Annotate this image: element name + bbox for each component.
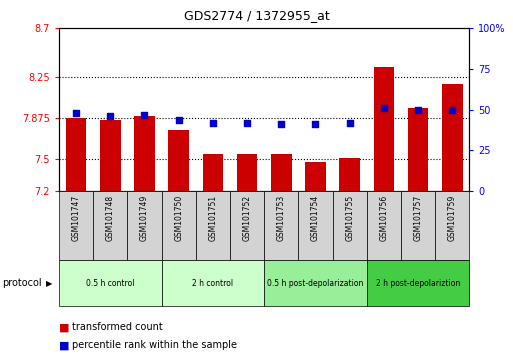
Text: 0.5 h post-depolarization: 0.5 h post-depolarization — [267, 279, 364, 288]
FancyBboxPatch shape — [401, 191, 435, 260]
Text: 0.5 h control: 0.5 h control — [86, 279, 134, 288]
FancyBboxPatch shape — [196, 191, 230, 260]
Bar — [373, 67, 394, 191]
Point — [448, 107, 457, 113]
Point — [141, 112, 149, 118]
Point — [346, 120, 354, 126]
FancyBboxPatch shape — [162, 191, 196, 260]
Bar — [340, 158, 360, 191]
FancyBboxPatch shape — [264, 260, 367, 306]
Text: GSM101750: GSM101750 — [174, 195, 183, 241]
Bar — [237, 154, 258, 191]
Text: percentile rank within the sample: percentile rank within the sample — [72, 340, 237, 350]
Point — [414, 107, 422, 113]
FancyBboxPatch shape — [299, 191, 332, 260]
Bar — [134, 116, 155, 191]
Text: 2 h control: 2 h control — [192, 279, 233, 288]
Bar — [100, 120, 121, 191]
Bar — [203, 154, 223, 191]
Point — [277, 121, 285, 127]
Bar — [66, 118, 86, 191]
FancyBboxPatch shape — [162, 260, 264, 306]
Text: GSM101759: GSM101759 — [448, 195, 457, 241]
Point — [243, 120, 251, 126]
Point — [72, 110, 80, 116]
FancyBboxPatch shape — [435, 191, 469, 260]
Bar — [168, 130, 189, 191]
Text: GSM101755: GSM101755 — [345, 195, 354, 241]
Bar — [442, 84, 463, 191]
Point — [311, 121, 320, 127]
FancyBboxPatch shape — [367, 191, 401, 260]
Bar — [408, 108, 428, 191]
Text: ■: ■ — [59, 340, 69, 350]
Bar — [271, 154, 291, 191]
FancyBboxPatch shape — [264, 191, 299, 260]
Text: protocol: protocol — [3, 278, 42, 288]
FancyBboxPatch shape — [367, 260, 469, 306]
Point — [209, 120, 217, 126]
Text: GSM101756: GSM101756 — [380, 195, 388, 241]
Text: GSM101753: GSM101753 — [277, 195, 286, 241]
Text: ■: ■ — [59, 322, 69, 332]
Text: GSM101757: GSM101757 — [413, 195, 423, 241]
Point — [380, 105, 388, 111]
FancyBboxPatch shape — [59, 191, 93, 260]
Point — [106, 113, 114, 119]
Text: transformed count: transformed count — [72, 322, 163, 332]
FancyBboxPatch shape — [127, 191, 162, 260]
Point — [174, 117, 183, 122]
Bar — [305, 162, 326, 191]
FancyBboxPatch shape — [93, 191, 127, 260]
FancyBboxPatch shape — [230, 191, 264, 260]
Text: 2 h post-depolariztion: 2 h post-depolariztion — [376, 279, 460, 288]
FancyBboxPatch shape — [59, 260, 162, 306]
Text: GSM101748: GSM101748 — [106, 195, 115, 241]
Text: GSM101752: GSM101752 — [243, 195, 251, 241]
Text: GSM101747: GSM101747 — [72, 195, 81, 241]
Text: GSM101751: GSM101751 — [208, 195, 218, 241]
Text: GDS2774 / 1372955_at: GDS2774 / 1372955_at — [184, 9, 329, 22]
Text: ▶: ▶ — [46, 279, 53, 288]
Text: GSM101749: GSM101749 — [140, 195, 149, 241]
FancyBboxPatch shape — [332, 191, 367, 260]
Text: GSM101754: GSM101754 — [311, 195, 320, 241]
